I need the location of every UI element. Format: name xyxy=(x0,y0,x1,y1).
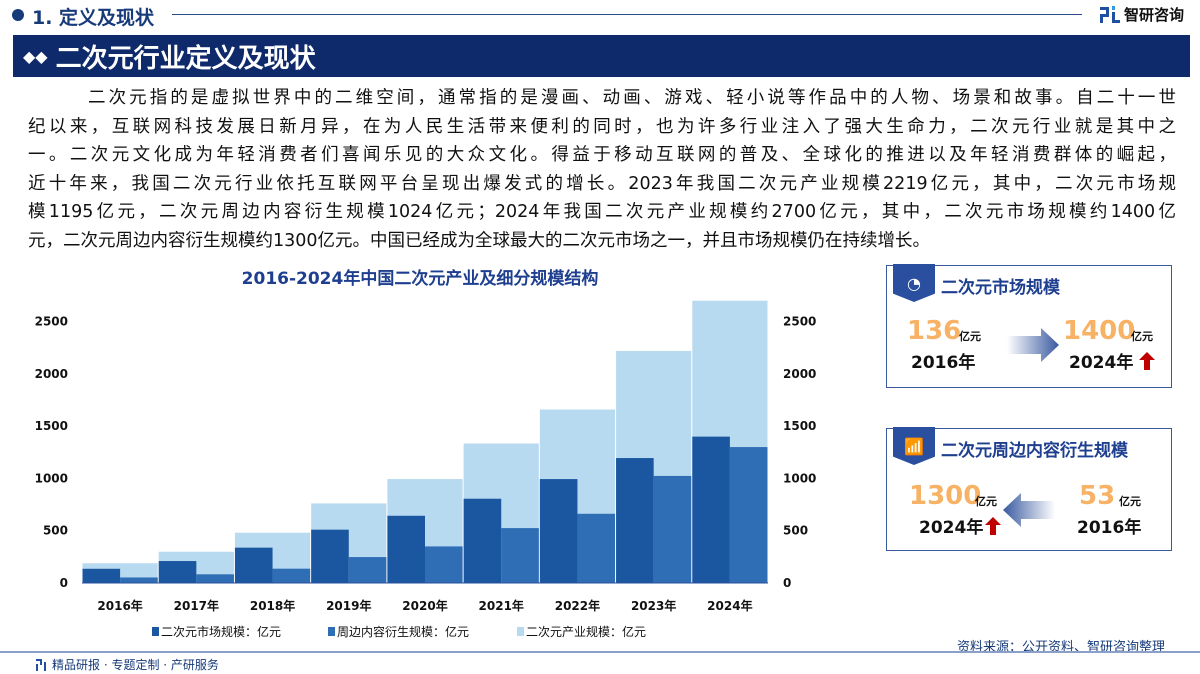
bar-market xyxy=(234,547,273,583)
bar-derivative xyxy=(653,475,692,583)
y-tick-label: 2500 xyxy=(35,315,68,329)
y-tick-label: 0 xyxy=(60,576,68,590)
title-banner: ◆◆ 二次元行业定义及现状 xyxy=(13,35,1190,77)
bar-derivative xyxy=(348,557,387,583)
x-tick-label: 2023年 xyxy=(631,598,676,613)
section-bullet xyxy=(12,9,24,21)
bar-derivative xyxy=(501,528,539,583)
x-tick-label: 2016年 xyxy=(97,598,142,613)
to-year: 2024年 xyxy=(1069,353,1134,373)
x-tick-label: 2019年 xyxy=(326,598,371,613)
bar-market xyxy=(158,561,197,583)
legend-swatch xyxy=(517,627,524,636)
footer-slogan: 精品研报 · 专题定制 · 产研服务 xyxy=(36,656,219,673)
bar-derivative xyxy=(196,574,234,583)
paragraph-line: 纪以来，互联网科技发展日新月异，在为人民生活带来便利的同时，也为许多行业注入了强… xyxy=(28,116,1176,137)
bar-market xyxy=(311,529,349,583)
arrow-up-icon xyxy=(985,517,1001,535)
bar-market xyxy=(82,568,121,583)
bar-growth-icon: 📶 xyxy=(893,427,935,465)
y2-tick-label: 1000 xyxy=(783,471,816,485)
y2-tick-label: 0 xyxy=(783,576,791,590)
bar-derivative xyxy=(425,546,463,583)
to-unit: 亿元 xyxy=(975,495,997,508)
bar-derivative xyxy=(272,568,311,583)
section-title: 1. 定义及现状 xyxy=(32,7,155,29)
arrow-up-icon xyxy=(1139,352,1155,370)
card-title: 二次元周边内容衍生规模 xyxy=(941,441,1128,461)
to-value: 1400 xyxy=(1063,316,1136,346)
derivative-size-card: 📶 二次元周边内容衍生规模 1300 亿元 2024年 53 亿元 2016年 xyxy=(886,427,1172,551)
to-year: 2024年 xyxy=(919,518,984,538)
diamond-icon: ◆◆ xyxy=(23,46,48,66)
y-tick-label: 1000 xyxy=(35,471,68,485)
footer-text: 精品研报 · 专题定制 · 产研服务 xyxy=(52,658,219,672)
paragraph-line: 一。二次元文化成为年轻消费者们喜闻乐见的大众文化。得益于移动互联网的普及、全球化… xyxy=(28,145,1176,166)
bar-market xyxy=(539,479,578,583)
arrow-right-icon xyxy=(1007,328,1059,362)
chart-title: 2016-2024年中国二次元产业及细分规模结构 xyxy=(241,269,599,289)
card-title: 二次元市场规模 xyxy=(941,278,1060,298)
bar-chart: 2016年 2017年 2018年 2019年 2020年 2021年 2022年 2023年… xyxy=(35,300,816,639)
bar-market xyxy=(463,498,502,583)
paragraph-line: 元，二次元周边内容衍生规模约1300亿元。中国已经成为全球最大的二次元市场之一，… xyxy=(28,230,931,251)
bar-market xyxy=(616,458,654,583)
paragraph-line: 二次元指的是虚拟世界中的二维空间，通常指的是漫画、动画、游戏、轻小说等作品中的人… xyxy=(88,88,1176,108)
to-value: 1300 xyxy=(909,481,982,511)
legend-swatch xyxy=(328,627,335,636)
x-tick-label: 2020年 xyxy=(402,598,447,613)
bar-market xyxy=(692,436,730,583)
arrow-left-icon xyxy=(1003,493,1055,527)
legend-label: 周边内容衍生规模：亿元 xyxy=(337,624,469,639)
from-unit: 亿元 xyxy=(959,330,981,343)
divider xyxy=(172,14,1082,15)
from-value: 136 xyxy=(907,316,962,346)
bar-derivative xyxy=(120,577,158,583)
y2-tick-label: 1500 xyxy=(783,419,816,433)
from-year: 2016年 xyxy=(1077,518,1142,538)
logo-icon xyxy=(36,658,46,671)
from-unit: 亿元 xyxy=(1119,495,1141,508)
y-tick-label: 2000 xyxy=(35,367,68,381)
bar-derivative xyxy=(577,513,616,583)
x-tick-label: 2021年 xyxy=(479,598,524,613)
legend-swatch xyxy=(152,627,159,636)
from-year: 2016年 xyxy=(911,353,976,373)
logo-text: 智研咨询 xyxy=(1124,6,1185,24)
market-size-card: ◔ 二次元市场规模 136 亿元 2016年 1400 亿元 2024年 xyxy=(886,264,1172,388)
legend-label: 二次元市场规模：亿元 xyxy=(161,624,281,639)
description-paragraph: 二次元指的是虚拟世界中的二维空间，通常指的是漫画、动画、游戏、轻小说等作品中的人… xyxy=(28,84,1176,256)
x-tick-label: 2024年 xyxy=(707,598,752,613)
bar-derivative xyxy=(729,447,768,583)
legend-label: 二次元产业规模：亿元 xyxy=(526,624,646,639)
x-tick-label: 2018年 xyxy=(250,598,295,613)
y2-tick-label: 2000 xyxy=(783,367,816,381)
footer-divider xyxy=(0,651,1200,653)
from-value: 53 xyxy=(1079,481,1116,511)
pie-chart-icon: ◔ xyxy=(893,264,935,302)
to-unit: 亿元 xyxy=(1131,330,1153,343)
logo-icon xyxy=(1100,5,1120,23)
paragraph-line: 近十年来，我国二次元行业依托互联网平台呈现出爆发式的增长。2023年我国二次元产… xyxy=(28,173,1176,194)
y-tick-label: 1500 xyxy=(35,419,68,433)
x-tick-label: 2017年 xyxy=(174,598,219,613)
y-tick-label: 500 xyxy=(43,524,68,538)
bar-market xyxy=(387,515,425,583)
y2-tick-label: 500 xyxy=(783,524,808,538)
page-title: 二次元行业定义及现状 xyxy=(55,43,316,74)
x-tick-label: 2022年 xyxy=(555,598,600,613)
paragraph-line: 模1195亿元，二次元周边内容衍生规模1024亿元；2024年我国二次元产业规模… xyxy=(28,202,1176,223)
logo: 智研咨询 xyxy=(1100,4,1184,25)
y2-tick-label: 2500 xyxy=(783,315,816,329)
